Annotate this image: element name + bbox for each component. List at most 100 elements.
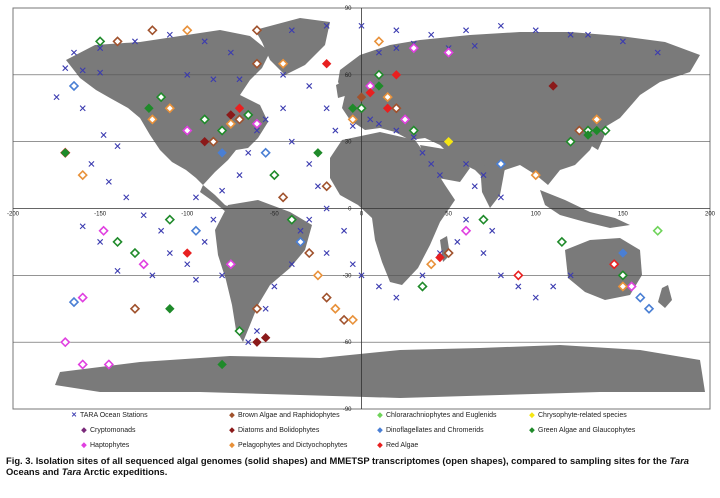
transcriptome-site-marker <box>77 359 88 370</box>
caption-italic-tara: Tara <box>669 455 689 466</box>
tara-station-marker <box>463 27 470 34</box>
transcriptome-site-marker <box>417 281 428 292</box>
diamond-icon: ◆ <box>229 412 235 419</box>
transcriptome-site-marker <box>164 103 175 114</box>
transcriptome-site-marker <box>312 270 324 281</box>
transcriptome-site-marker <box>574 125 585 136</box>
tara-station-marker <box>88 160 95 167</box>
legend-item-dinoflagellates: ◆ Dinoflagellates and Chromerids <box>376 426 483 434</box>
y-tick-label: -90 <box>343 407 352 413</box>
legend-item-haptophytes: ◆ Haptophytes <box>80 441 129 449</box>
transcriptome-site-marker <box>277 192 289 203</box>
transcriptome-site-marker <box>408 125 419 136</box>
tara-station-marker <box>349 123 356 130</box>
tara-station-marker <box>314 183 321 190</box>
tara-station-marker <box>619 38 626 45</box>
x-tick-label: -100 <box>181 212 194 218</box>
tara-station-marker <box>463 216 470 223</box>
transcriptome-site-marker <box>190 225 202 236</box>
tara-station-marker <box>97 69 104 76</box>
transcriptome-site-marker <box>147 25 158 36</box>
tara-station-marker <box>114 143 121 150</box>
transcriptome-site-marker <box>129 247 141 259</box>
diamond-icon: ◆ <box>81 427 87 434</box>
genome-site-marker <box>583 130 593 140</box>
diamond-icon: ◆ <box>529 412 535 419</box>
diamond-icon: ◆ <box>229 442 235 449</box>
transcriptome-site-marker <box>478 214 489 225</box>
genome-site-marker <box>548 81 558 91</box>
tara-station-marker <box>288 138 295 145</box>
transcriptome-site-marker <box>277 58 289 69</box>
tara-station-marker <box>375 120 382 127</box>
genome-site-marker <box>199 136 210 147</box>
transcriptome-site-marker <box>347 114 358 125</box>
transcriptome-site-marker <box>347 314 358 326</box>
transcriptome-site-marker <box>94 36 106 47</box>
caption-italic-tara: Tara <box>61 466 82 477</box>
figure-caption: Fig. 3. Isolation sites of all sequenced… <box>6 455 714 477</box>
genome-site-marker <box>435 252 445 263</box>
genome-site-marker <box>217 359 227 370</box>
tara-station-marker <box>585 31 592 38</box>
transcriptome-site-marker <box>269 169 280 181</box>
genome-site-marker <box>260 333 271 343</box>
tara-station-marker <box>280 105 287 112</box>
tara-station-marker <box>515 283 522 290</box>
tara-station-marker <box>306 82 313 89</box>
transcriptome-site-marker <box>216 125 228 136</box>
transcriptome-site-marker <box>77 292 88 303</box>
legend-label: Chlorarachniophytes and Euglenids <box>386 412 497 419</box>
tara-station-marker <box>393 294 400 301</box>
tara-station-marker <box>367 116 374 123</box>
tara-station-marker <box>393 45 400 52</box>
genome-sites-layer <box>60 58 628 370</box>
tara-station-marker <box>140 212 147 219</box>
genome-site-marker <box>374 81 384 91</box>
tara-station-marker <box>497 272 504 279</box>
tara-station-marker <box>323 250 330 257</box>
tara-station-marker <box>436 172 443 179</box>
tara-station-marker <box>219 272 226 279</box>
genome-site-marker <box>391 70 402 80</box>
tara-station-marker <box>236 172 243 179</box>
legend-label: TARA Ocean Stations <box>80 412 148 419</box>
diamond-icon: ◆ <box>229 427 235 434</box>
tara-station-marker <box>567 272 574 279</box>
tara-station-marker <box>532 27 539 34</box>
transcriptome-site-marker <box>460 225 472 236</box>
tara-station-marker <box>280 71 287 78</box>
tara-station-marker <box>100 131 107 138</box>
tara-station-marker <box>497 22 504 29</box>
transcriptome-site-marker <box>617 270 629 281</box>
landmass-greenland <box>255 18 330 75</box>
tara-station-marker <box>184 71 191 78</box>
tara-station-marker <box>428 160 435 167</box>
tara-station-marker <box>375 49 382 56</box>
legend-label: Diatoms and Bolidophytes <box>238 427 320 434</box>
tara-station-marker <box>567 31 574 38</box>
transcriptome-site-marker <box>286 214 297 225</box>
tara-station-marker <box>97 45 104 52</box>
diamond-icon: ◆ <box>529 427 535 434</box>
tara-station-marker <box>131 38 138 45</box>
tara-station-marker <box>480 250 487 257</box>
tara-station-marker <box>306 160 313 167</box>
legend-item-tara: ✕ TARA Ocean Stations <box>70 411 148 419</box>
tara-station-marker <box>158 227 165 234</box>
caption-text: Arctic expeditions. <box>81 466 168 477</box>
transcriptome-site-marker <box>60 337 71 348</box>
tara-station-marker <box>393 127 400 134</box>
landmass-eurasia <box>338 32 700 185</box>
legend-item-chlorarachniophytes: ◆ Chlorarachniophytes and Euglenids <box>376 411 497 419</box>
transcriptome-site-marker <box>495 158 507 170</box>
legend-label: Cryptomonads <box>90 427 136 434</box>
transcriptome-site-marker <box>635 292 646 303</box>
tara-station-marker <box>332 127 339 134</box>
transcriptome-site-marker <box>234 114 245 125</box>
tara-station-marker <box>262 305 269 312</box>
cross-icon: ✕ <box>71 412 77 419</box>
tara-station-marker <box>306 216 313 223</box>
transcriptome-site-marker <box>155 91 167 103</box>
legend-item-red-algae: ◆ Red Algae <box>376 441 418 449</box>
